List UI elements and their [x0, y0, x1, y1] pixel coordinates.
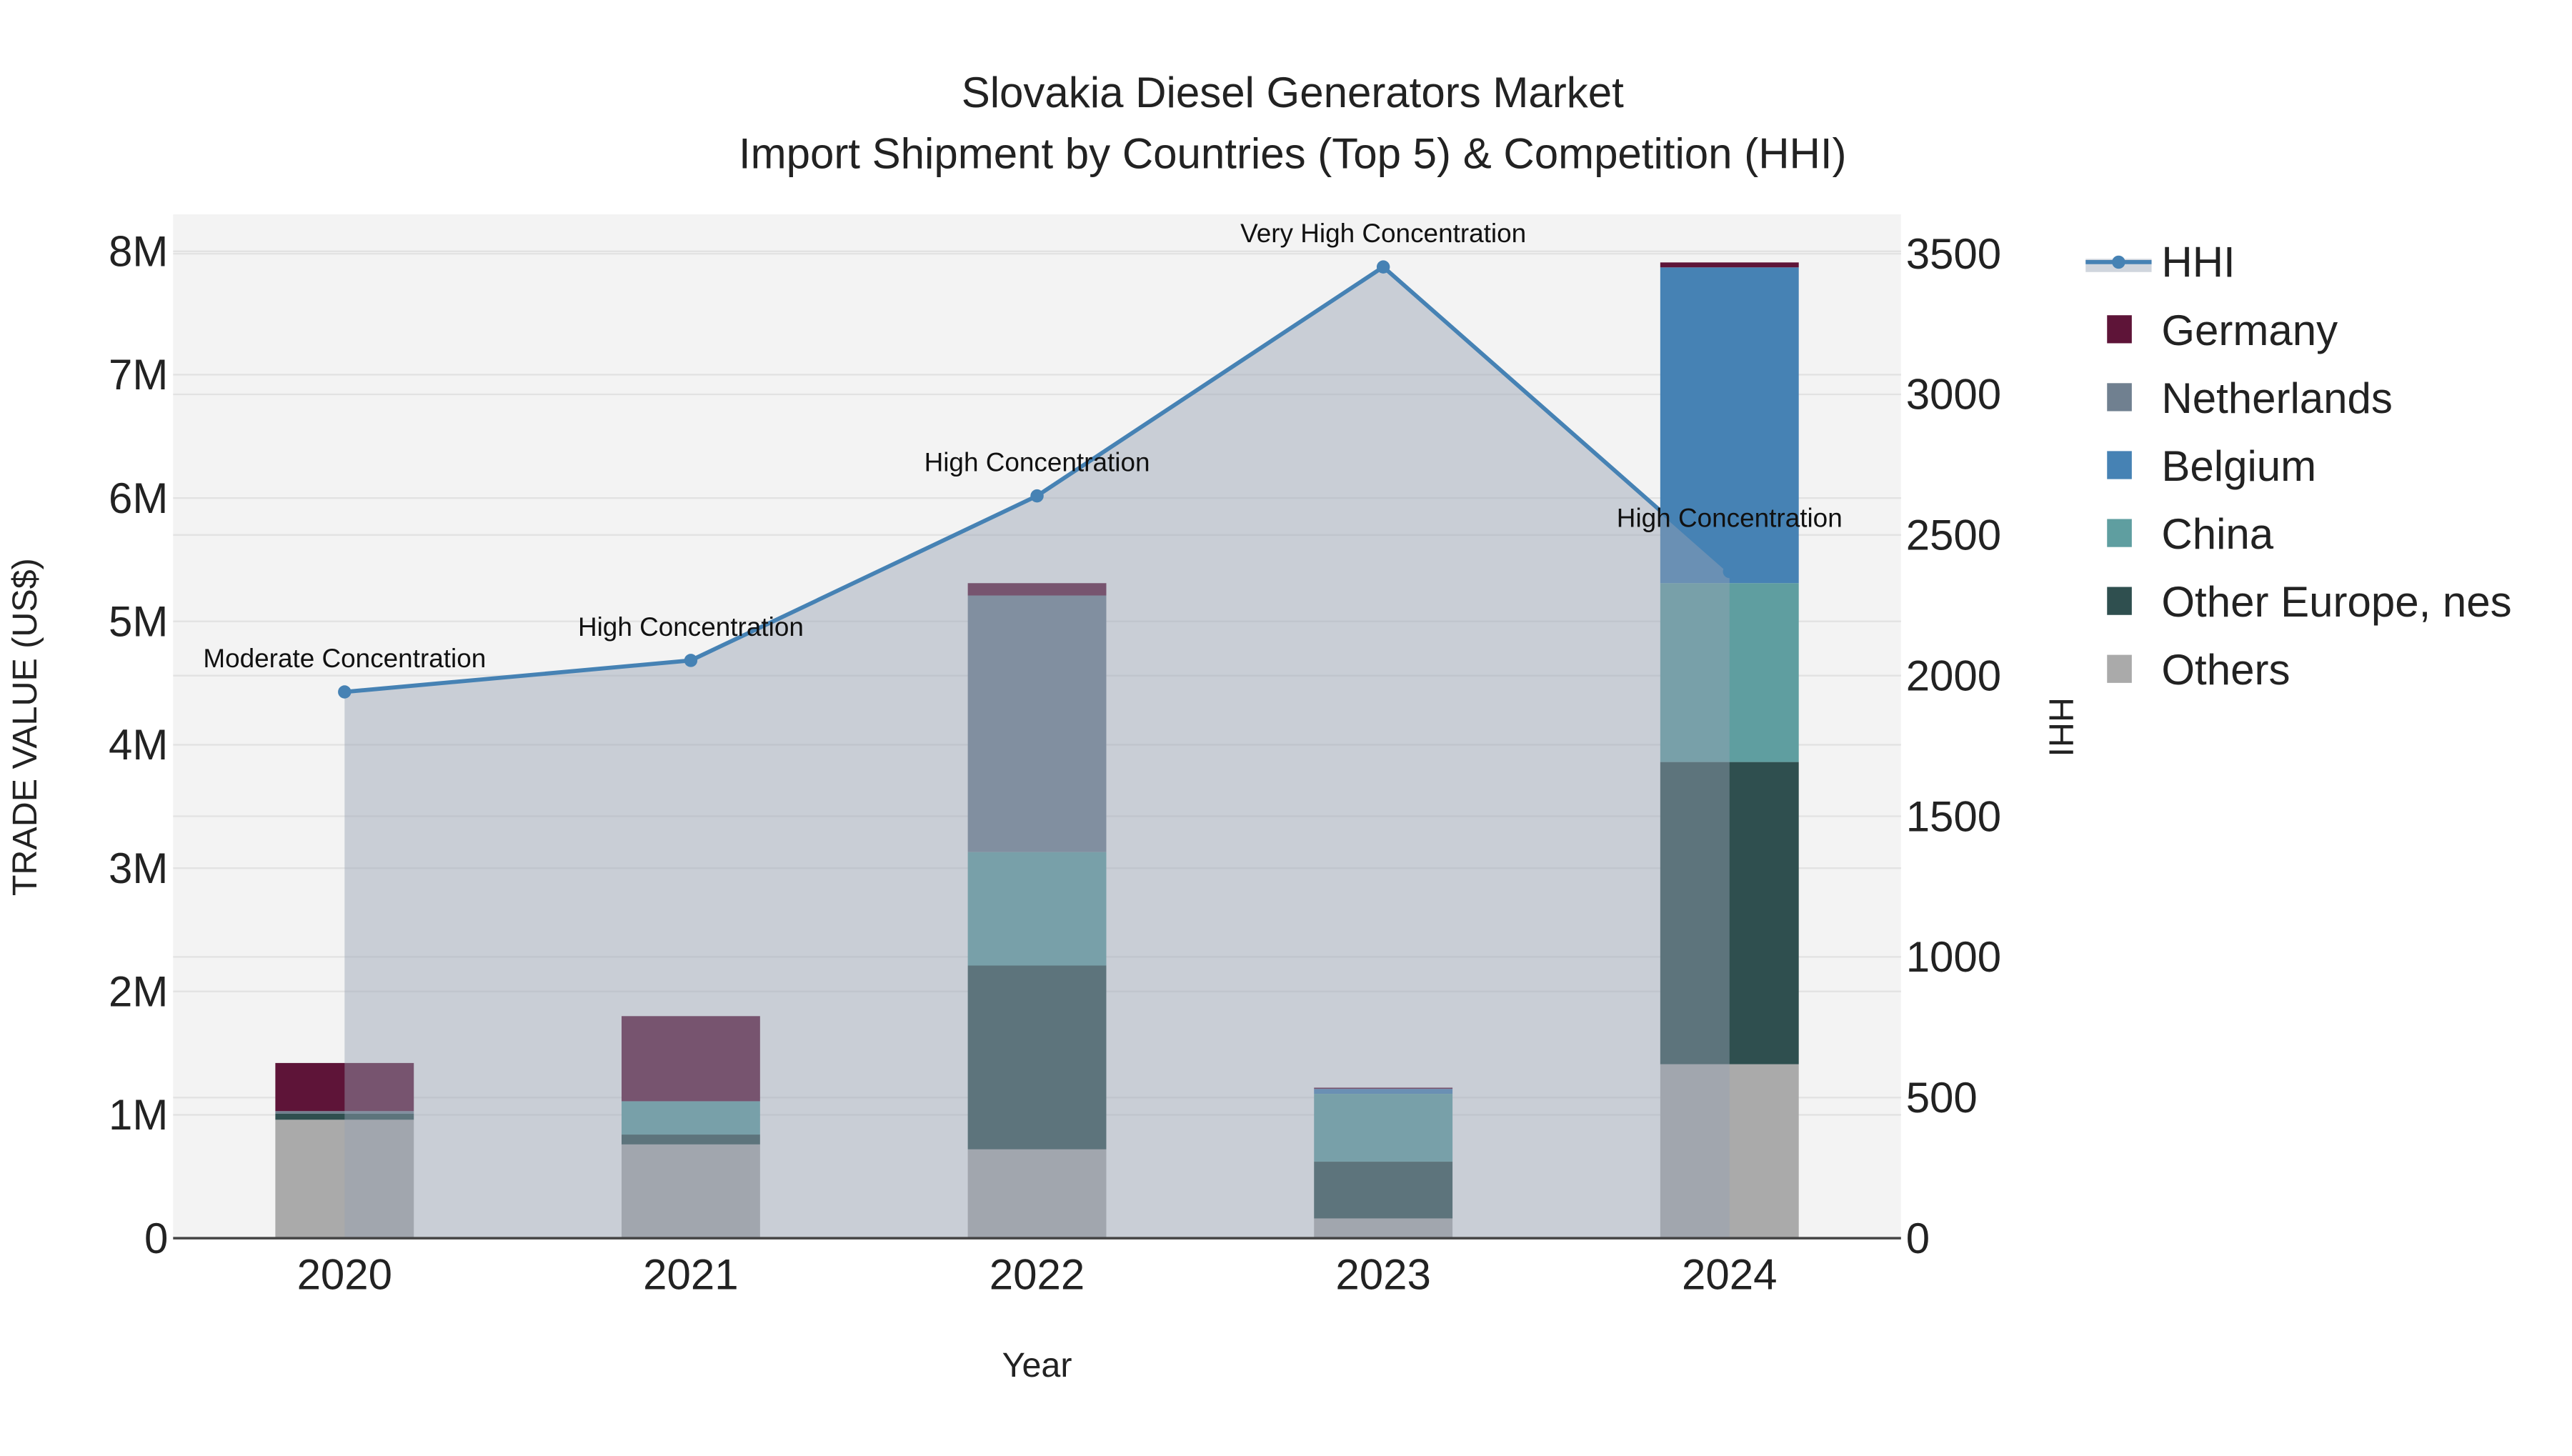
- y2-tick-label: 1500: [1906, 792, 2001, 840]
- y-tick-label: 5M: [109, 598, 168, 646]
- bar-other-europe-nes-2022[interactable]: [967, 965, 1107, 1150]
- bar-china-2023[interactable]: [1314, 1094, 1453, 1162]
- bar-china-2024[interactable]: [1660, 583, 1799, 762]
- bar-other-europe-nes-2020[interactable]: [275, 1113, 414, 1120]
- legend-item-hhi[interactable]: HHI: [2085, 239, 2235, 286]
- hhi-annotation: High Concentration: [924, 447, 1150, 477]
- x-axis-title: Year: [1002, 1346, 1072, 1385]
- legend-label: Germany: [2161, 306, 2338, 354]
- hhi-annotation: High Concentration: [578, 612, 804, 642]
- bar-netherlands-2020[interactable]: [275, 1111, 414, 1114]
- bar-china-2022[interactable]: [967, 852, 1107, 966]
- legend-label: HHI: [2161, 239, 2235, 286]
- y2-tick-label: 3500: [1906, 230, 2001, 278]
- y2-tick-label: 1000: [1906, 933, 2001, 981]
- bar-other-europe-nes-2023[interactable]: [1314, 1162, 1453, 1219]
- bar-other-europe-nes-2021[interactable]: [622, 1135, 760, 1145]
- legend-marker: [2112, 255, 2125, 269]
- y2-tick-label: 3000: [1906, 371, 2001, 419]
- bar-germany-2024[interactable]: [1660, 262, 1799, 268]
- legend-swatch: [2107, 519, 2132, 547]
- legend-item-netherlands[interactable]: Netherlands: [2107, 374, 2393, 422]
- bar-others-2024[interactable]: [1660, 1064, 1799, 1239]
- y2-axis-title: HHI: [2041, 697, 2080, 757]
- legend-swatch: [2107, 315, 2132, 344]
- bar-others-2023[interactable]: [1314, 1218, 1453, 1239]
- legend-swatch: [2107, 383, 2132, 412]
- y-tick-label: 3M: [109, 844, 168, 892]
- y2-tick-label: 2000: [1906, 652, 2001, 699]
- legend-label: Netherlands: [2161, 374, 2393, 422]
- bar-others-2021[interactable]: [622, 1144, 760, 1239]
- hhi-point[interactable]: [1723, 564, 1737, 579]
- hhi-point[interactable]: [338, 685, 352, 699]
- legend-swatch: [2107, 587, 2132, 615]
- y-tick-label: 1M: [109, 1091, 168, 1139]
- y2-tick-label: 0: [1906, 1215, 1930, 1262]
- y2-tick-label: 500: [1906, 1074, 1978, 1122]
- x-tick-label: 2020: [297, 1251, 392, 1299]
- hhi-point[interactable]: [684, 654, 698, 667]
- bar-belgium-2023[interactable]: [1314, 1089, 1453, 1095]
- bar-others-2020[interactable]: [275, 1120, 414, 1239]
- legend-item-others[interactable]: Others: [2107, 646, 2290, 694]
- y-tick-label: 7M: [109, 351, 168, 399]
- y-tick-label: 8M: [109, 228, 168, 276]
- bar-germany-2022[interactable]: [967, 583, 1107, 596]
- chart-title: Slovakia Diesel Generators Market: [962, 69, 1624, 116]
- bar-others-2022[interactable]: [967, 1149, 1107, 1239]
- hhi-point[interactable]: [1376, 260, 1390, 274]
- y-axis-title: TRADE VALUE (US$): [6, 558, 44, 896]
- legend-label: China: [2161, 510, 2273, 558]
- x-tick-label: 2021: [643, 1251, 738, 1299]
- y2-tick-label: 2500: [1906, 512, 2001, 559]
- y-tick-label: 2M: [109, 968, 168, 1016]
- legend-label: Other Europe, nes: [2161, 578, 2511, 626]
- hhi-annotation: High Concentration: [1617, 504, 1843, 533]
- legend-swatch: [2107, 451, 2132, 479]
- bar-china-2021[interactable]: [622, 1101, 760, 1135]
- legend-item-belgium[interactable]: Belgium: [2107, 442, 2316, 490]
- hhi-annotation: Moderate Concentration: [203, 644, 486, 673]
- bar-netherlands-2022[interactable]: [967, 595, 1107, 852]
- hhi-area: [344, 266, 1730, 1239]
- x-tick-label: 2024: [1682, 1251, 1777, 1299]
- y-tick-label: 4M: [109, 721, 168, 769]
- legend-item-other-europe-nes[interactable]: Other Europe, nes: [2107, 578, 2512, 626]
- legend-swatch: [2107, 654, 2132, 683]
- bar-germany-2023[interactable]: [1314, 1087, 1453, 1089]
- y-tick-label: 0: [144, 1215, 168, 1262]
- hhi-point[interactable]: [1030, 489, 1044, 503]
- bar-germany-2020[interactable]: [275, 1062, 414, 1112]
- chart-subtitle: Import Shipment by Countries (Top 5) & C…: [739, 129, 1847, 177]
- hhi-annotation: Very High Concentration: [1240, 219, 1526, 248]
- x-tick-label: 2022: [990, 1251, 1085, 1299]
- legend-item-germany[interactable]: Germany: [2107, 306, 2338, 354]
- x-tick-label: 2023: [1335, 1251, 1430, 1299]
- bar-other-europe-nes-2024[interactable]: [1660, 762, 1799, 1064]
- legend-label: Others: [2161, 646, 2290, 694]
- y-tick-label: 6M: [109, 474, 168, 522]
- bar-germany-2021[interactable]: [622, 1016, 760, 1102]
- legend-item-china[interactable]: China: [2107, 510, 2274, 558]
- legend-label: Belgium: [2161, 442, 2316, 490]
